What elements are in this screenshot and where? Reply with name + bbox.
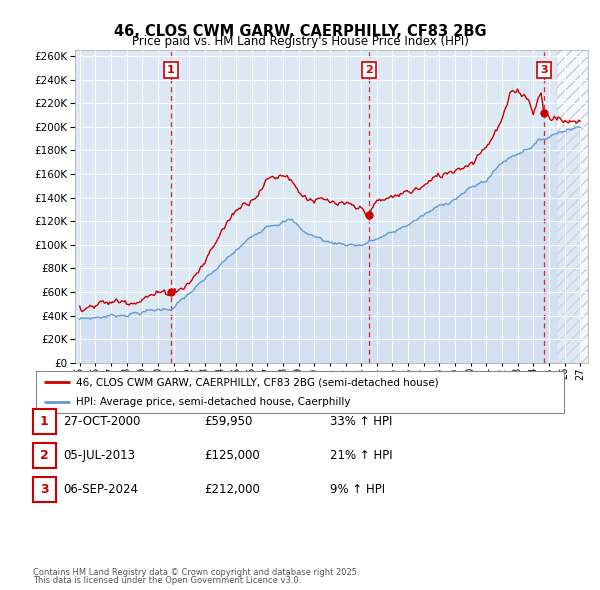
Text: 05-JUL-2013: 05-JUL-2013 <box>63 449 135 462</box>
Text: 2: 2 <box>40 449 49 462</box>
Text: Contains HM Land Registry data © Crown copyright and database right 2025.: Contains HM Land Registry data © Crown c… <box>33 568 359 577</box>
Text: Price paid vs. HM Land Registry's House Price Index (HPI): Price paid vs. HM Land Registry's House … <box>131 35 469 48</box>
Text: 27-OCT-2000: 27-OCT-2000 <box>63 415 140 428</box>
Text: 2: 2 <box>365 65 373 75</box>
Text: HPI: Average price, semi-detached house, Caerphilly: HPI: Average price, semi-detached house,… <box>76 398 350 407</box>
Text: £212,000: £212,000 <box>204 483 260 496</box>
Text: 33% ↑ HPI: 33% ↑ HPI <box>330 415 392 428</box>
Text: 3: 3 <box>40 483 49 496</box>
Text: 21% ↑ HPI: 21% ↑ HPI <box>330 449 392 462</box>
Text: 1: 1 <box>167 65 175 75</box>
Text: 9% ↑ HPI: 9% ↑ HPI <box>330 483 385 496</box>
Text: £59,950: £59,950 <box>204 415 253 428</box>
Text: 46, CLOS CWM GARW, CAERPHILLY, CF83 2BG: 46, CLOS CWM GARW, CAERPHILLY, CF83 2BG <box>113 24 487 38</box>
Text: 3: 3 <box>540 65 548 75</box>
Text: 06-SEP-2024: 06-SEP-2024 <box>63 483 138 496</box>
Text: 1: 1 <box>40 415 49 428</box>
Text: 46, CLOS CWM GARW, CAERPHILLY, CF83 2BG (semi-detached house): 46, CLOS CWM GARW, CAERPHILLY, CF83 2BG … <box>76 378 438 388</box>
Text: This data is licensed under the Open Government Licence v3.0.: This data is licensed under the Open Gov… <box>33 576 301 585</box>
Text: £125,000: £125,000 <box>204 449 260 462</box>
